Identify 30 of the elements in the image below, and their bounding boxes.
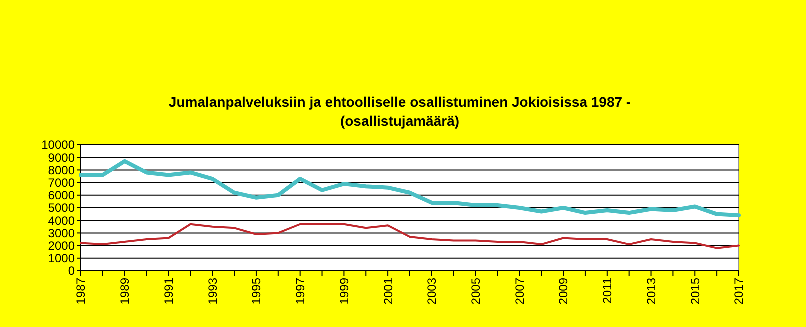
x-tick-label: 2009 (556, 278, 571, 305)
x-tick-label: 1993 (206, 278, 220, 305)
x-tick-label: 2015 (688, 278, 702, 305)
x-tick-label: 2013 (644, 278, 658, 305)
line-series (80, 223, 740, 250)
x-tick-label: 2011 (600, 278, 615, 304)
chart-title: Jumalanpalveluksiin ja ehtoolliselle osallistuminen Jokioisissa 1987 - (osallistujamäärä) (168, 94, 632, 129)
x-tick-label: 1987 (74, 278, 88, 305)
y-tick-label: 3000 (48, 226, 76, 240)
x-tick-label: 1991 (162, 278, 176, 305)
line-series (79, 159, 741, 218)
y-tick-label: 0 (68, 264, 76, 278)
y-tick-label: 9000 (48, 150, 76, 165)
y-tick-label: 1000 (48, 252, 76, 266)
y-tick-label: 5000 (48, 201, 76, 216)
x-tick-label: 2001 (381, 278, 396, 305)
x-tick-label: 1999 (337, 278, 352, 305)
x-tick-label: 2017 (732, 278, 746, 305)
y-tick-label: 8000 (48, 163, 76, 178)
x-tick-label: 1989 (118, 278, 132, 305)
x-tick-label: 2003 (425, 278, 440, 305)
y-tick-label: 2000 (48, 239, 76, 253)
x-tick-label: 2007 (512, 278, 527, 305)
x-tick-label: 2005 (469, 278, 483, 305)
x-tick-label: 1997 (294, 278, 308, 305)
x-tick-label: 1995 (250, 278, 264, 305)
y-tick-label: 10000 (42, 138, 76, 152)
y-tick-label: 6000 (48, 188, 76, 203)
y-tick-label: 7000 (48, 176, 76, 190)
y-tick-label: 4000 (48, 214, 76, 228)
